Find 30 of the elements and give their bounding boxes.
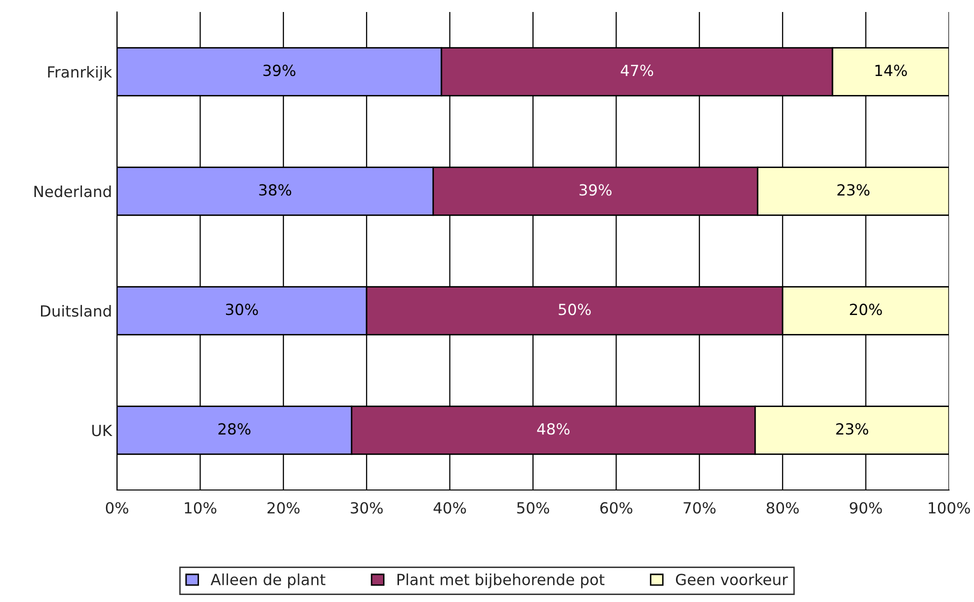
y-tick-label: Franrkijk — [48, 66, 112, 81]
legend-label: Geen voorkeur — [676, 573, 788, 586]
x-tick-label: 70% — [684, 502, 716, 514]
y-tick-label: Nederland — [34, 185, 111, 198]
data-label: 39% — [580, 184, 612, 196]
data-label: 28% — [218, 423, 250, 435]
x-tick-label: 40% — [434, 502, 466, 514]
data-label: 50% — [558, 304, 591, 316]
data-label: 30% — [226, 304, 258, 316]
data-label: 20% — [850, 304, 882, 316]
x-tick-label: 30% — [350, 502, 383, 514]
x-tick-label: 20% — [268, 502, 300, 514]
data-label: 23% — [836, 423, 868, 435]
data-label: 23% — [837, 184, 870, 196]
data-label: 47% — [620, 64, 654, 76]
x-tick-label: 0% — [106, 502, 128, 514]
x-tick-label: 50% — [517, 502, 550, 514]
legend-label: Alleen de plant — [210, 573, 326, 588]
x-tick-label: 80% — [766, 502, 799, 514]
data-label: 38% — [259, 184, 292, 196]
x-tick-label: 10% — [184, 502, 216, 514]
data-label: 39% — [263, 64, 296, 76]
data-label: 14% — [875, 64, 907, 76]
legend-label: Plant met bijbehorende pot — [398, 573, 604, 588]
data-label: 48% — [537, 423, 570, 435]
x-tick-label: 60% — [600, 502, 632, 514]
x-tick-label: 90% — [850, 502, 882, 514]
y-tick-label: Duitsland — [41, 304, 111, 317]
y-tick-label: UK — [92, 424, 112, 436]
x-tick-label: 100% — [928, 502, 970, 514]
